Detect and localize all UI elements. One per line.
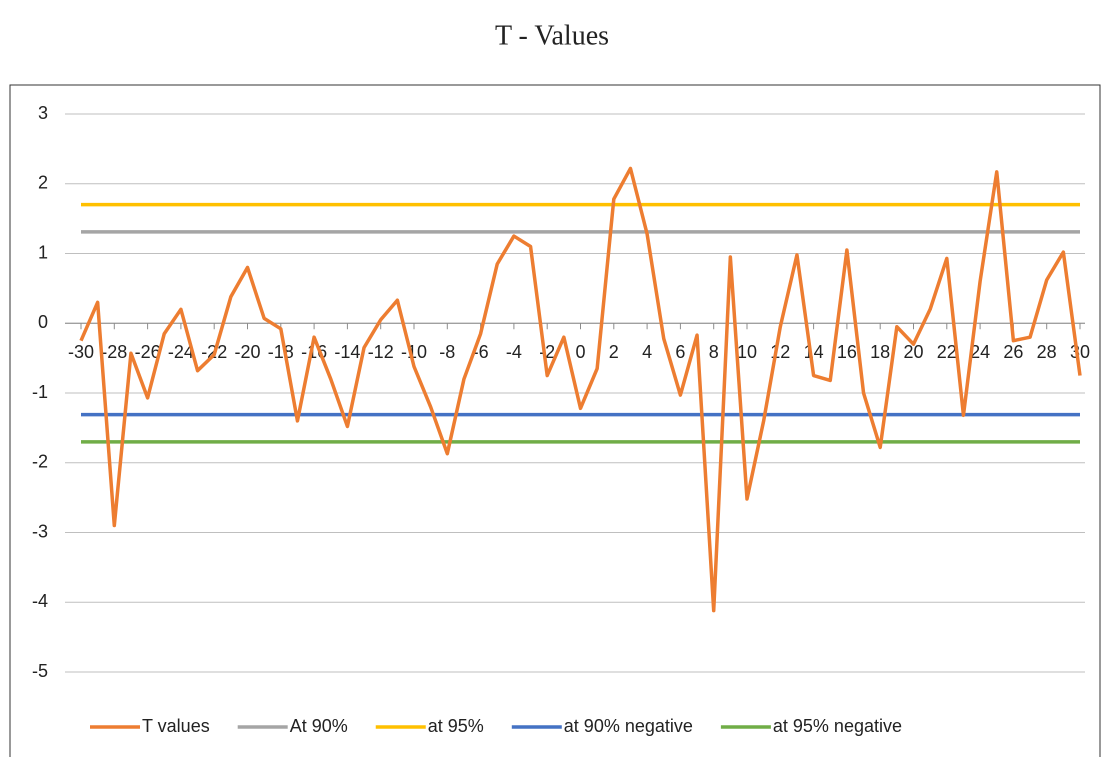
x-tick-label: 2	[609, 342, 619, 362]
x-tick-label: 20	[903, 342, 923, 362]
x-tick-label: 6	[675, 342, 685, 362]
x-tick-label: -10	[401, 342, 427, 362]
x-tick-label: -26	[135, 342, 161, 362]
x-tick-label: 18	[870, 342, 890, 362]
y-tick-label: 1	[38, 242, 48, 262]
legend-label: at 95%	[428, 716, 484, 736]
y-tick-label: -4	[32, 591, 48, 611]
x-tick-label: 10	[737, 342, 757, 362]
x-tick-label: 4	[642, 342, 652, 362]
legend-label: At 90%	[290, 716, 348, 736]
x-tick-label: -28	[101, 342, 127, 362]
x-tick-label: 16	[837, 342, 857, 362]
chart-border	[9, 84, 1101, 757]
x-tick-label: -24	[168, 342, 194, 362]
y-tick-label: 2	[38, 173, 48, 193]
x-tick-label: 30	[1070, 342, 1090, 362]
x-tick-label: 28	[1037, 342, 1057, 362]
chart-title: T - Values	[495, 20, 609, 51]
x-tick-label: 8	[709, 342, 719, 362]
x-tick-label: 26	[1003, 342, 1023, 362]
y-tick-label: -3	[32, 521, 48, 541]
y-tick-label: 3	[38, 103, 48, 123]
x-tick-label: -20	[234, 342, 260, 362]
x-tick-label: -8	[439, 342, 455, 362]
x-tick-label: -18	[268, 342, 294, 362]
x-tick-label: 22	[937, 342, 957, 362]
y-tick-label: -2	[32, 452, 48, 472]
x-tick-label: 14	[804, 342, 824, 362]
x-tick-label: -14	[334, 342, 360, 362]
legend-label: at 95% negative	[773, 716, 902, 736]
y-tick-label: 0	[38, 312, 48, 332]
x-tick-label: -4	[506, 342, 522, 362]
x-tick-label: 0	[575, 342, 585, 362]
legend-label: at 90% negative	[564, 716, 693, 736]
y-tick-label: -5	[32, 661, 48, 681]
x-tick-label: -12	[368, 342, 394, 362]
y-tick-label: -1	[32, 382, 48, 402]
x-tick-label: 24	[970, 342, 990, 362]
legend-label: T values	[142, 716, 210, 736]
x-tick-label: -30	[68, 342, 94, 362]
series-line	[79, 166, 1082, 613]
